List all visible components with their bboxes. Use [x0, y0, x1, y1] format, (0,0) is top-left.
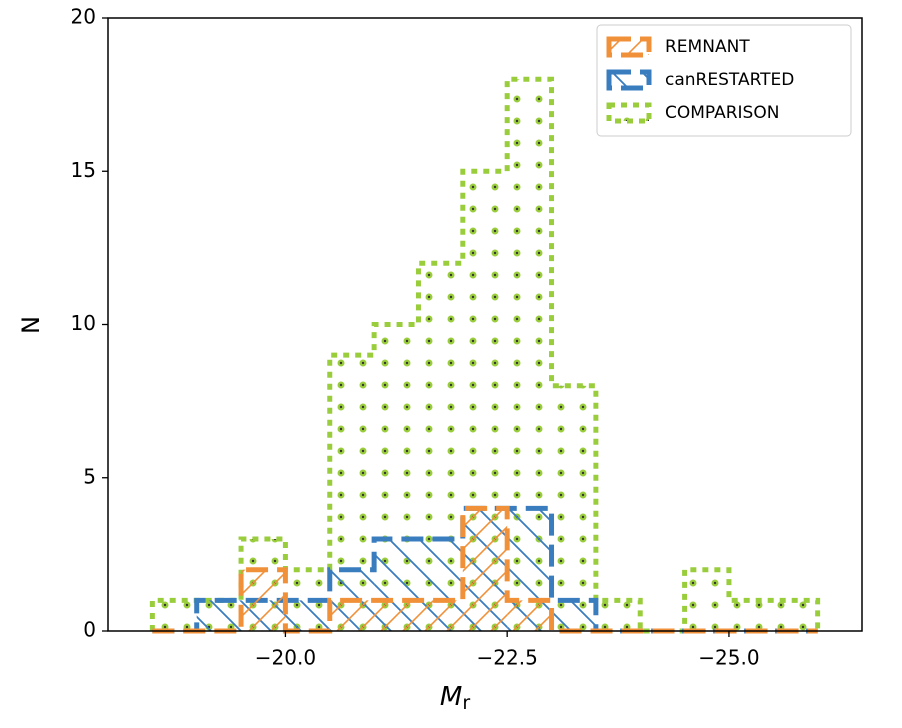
histogram-bar: [728, 600, 774, 631]
y-tick-label: 20: [71, 5, 96, 29]
x-axis-label: Mr: [440, 682, 470, 714]
legend-label: REMNANT: [665, 37, 750, 57]
histogram-bar: [551, 385, 596, 631]
legend-label: canRESTARTED: [665, 70, 794, 90]
histogram-outline: [149, 76, 821, 634]
y-tick-label: 0: [83, 618, 96, 642]
histogram-bar: [241, 569, 286, 631]
histogram-bar: [773, 600, 818, 631]
legend-swatch: [606, 69, 652, 91]
histogram-bar: [462, 508, 508, 631]
histogram-bar: [285, 600, 330, 631]
y-tick-label: 10: [71, 311, 96, 335]
x-label-sub: r: [462, 692, 470, 714]
legend-box: [596, 24, 852, 137]
histogram-bar: [152, 600, 197, 631]
x-label-main: M: [440, 682, 462, 712]
y-tick-label: 15: [71, 158, 96, 182]
x-tick-label: −20.0: [255, 646, 316, 670]
histogram-bar: [418, 600, 463, 631]
histogram-bar: [329, 600, 375, 631]
legend: REMNANT canRESTARTED COMPARISON: [596, 24, 852, 137]
legend-swatch: [606, 102, 652, 124]
histogram-bar: [595, 600, 641, 631]
histogram-bar: [507, 600, 552, 631]
x-tick-label: −22.5: [477, 646, 538, 670]
y-tick-label: 5: [83, 464, 96, 488]
plot-area: [149, 76, 821, 634]
x-tick-label: −25.0: [698, 646, 759, 670]
legend-label: COMPARISON: [665, 103, 779, 123]
y-axis-label: N: [17, 316, 45, 334]
histogram-bar: [684, 569, 729, 631]
histogram-bar: [551, 600, 596, 631]
histogram-bar: [196, 600, 242, 631]
histogram-bar: [374, 600, 419, 631]
legend-swatch: [606, 36, 652, 58]
